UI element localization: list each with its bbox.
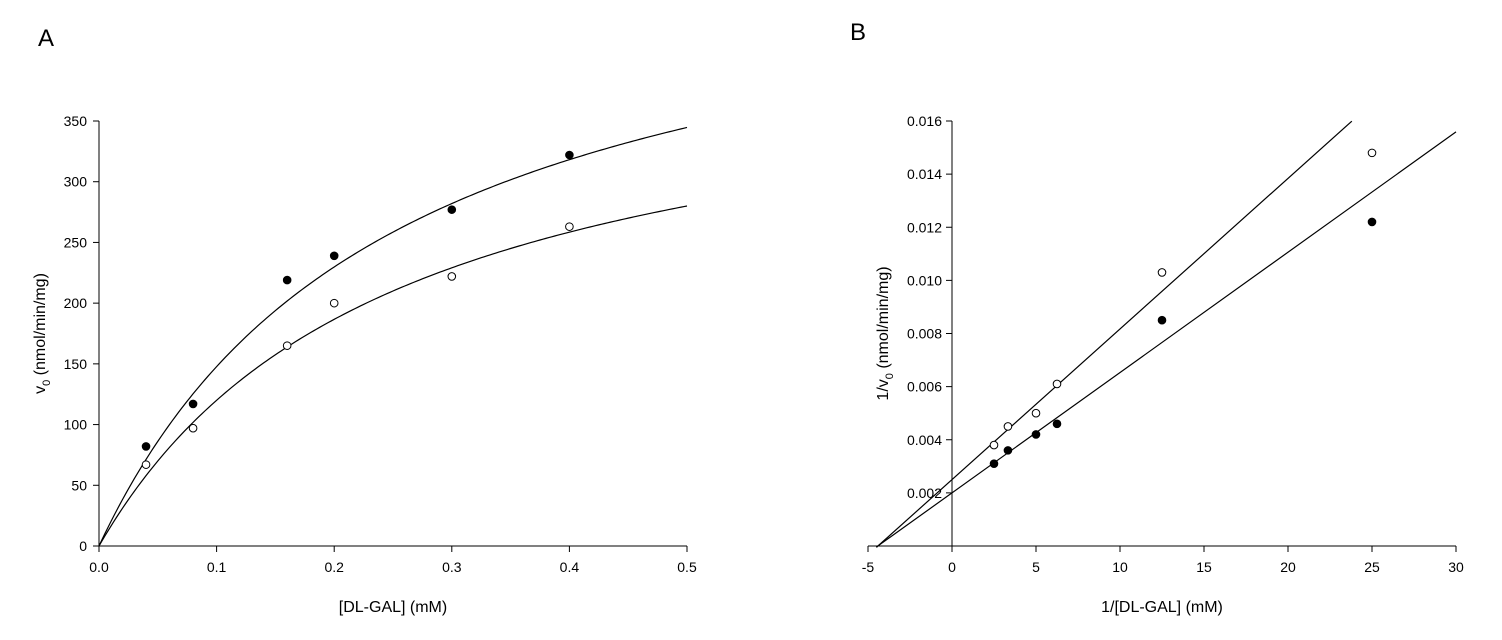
y-tick-label: 0.012 [907,219,942,235]
data-point-open [188,423,198,433]
fit-line-filled [876,131,1457,548]
data-point-open [989,440,999,450]
x-tick-label: 10 [1112,559,1128,575]
data-point-open [1003,422,1013,431]
x-tick-label: 0.3 [442,559,462,575]
data-point-open [447,272,457,281]
panel-A: A 0.0 0.1 0.2 0.3 0.4 0.5 0 50 100 150 200 250 300 350… [32,25,697,616]
y-tick-label: 150 [64,356,88,372]
y-tick-label: 100 [64,417,88,433]
data-point-open [282,341,292,350]
x-tick-label: 0.0 [89,559,109,575]
x-tick-label: 25 [1364,559,1380,575]
x-tick-label: 0.5 [677,559,697,575]
data-point-filled [329,251,339,261]
y-tick-label: 0.014 [907,166,942,182]
data-point-filled [1367,217,1377,227]
x-tick-label: 0.4 [560,559,580,575]
x-tick-label: -5 [862,559,875,575]
y-tick-label: 0.010 [907,272,942,288]
data-point-open [1031,408,1041,418]
panel-B: B-5 0 5 10 15 20 25 300.0020.0040.0060.0080.010… [850,19,1464,616]
data-point-filled [1003,446,1013,455]
y-tick-label: 0.016 [907,113,942,129]
data-point-open [565,222,574,231]
data-point-open [141,460,151,469]
data-point-open [329,298,339,308]
panel-label: A [38,25,54,52]
data-point-filled [141,442,151,451]
y-axis-label: 1/v0 (nmol/min/mg) [875,266,896,400]
y-tick-label: 300 [64,174,88,190]
y-tick-label: 350 [64,113,88,129]
data-point-filled [565,150,574,160]
x-axis-label: 1/[DL-GAL] (mM) [1101,599,1223,616]
x-tick-label: 15 [1196,559,1212,575]
x-axis-label: [DL-GAL] (mM) [339,599,447,616]
fit-line-filled [98,126,688,547]
y-tick-label: 250 [64,234,88,250]
data-point-open [1367,148,1377,158]
x-tick-label: 5 [1032,559,1040,575]
data-point-filled [188,399,198,409]
fit-line-open [875,120,1353,548]
data-point-open [1052,379,1062,389]
data-point-filled [1052,419,1062,429]
y-axis-label: v0 (nmol/min/mg) [32,273,53,394]
data-point-filled [1157,315,1167,325]
y-tick-label: 200 [64,295,88,311]
y-tick-label: 0.004 [907,432,942,448]
fit-line-open [98,205,688,547]
x-tick-label: 30 [1448,559,1464,575]
y-tick-label: 0.008 [907,326,942,342]
y-tick-label: 50 [71,477,87,493]
x-tick-label: 0 [948,559,956,575]
x-tick-label: 0.1 [207,559,227,575]
panel-label: B [850,19,866,46]
y-tick-label: 0.006 [907,379,942,395]
data-point-filled [989,459,999,468]
data-point-filled [447,205,457,214]
x-tick-label: 0.2 [324,559,344,575]
x-tick-label: 20 [1280,559,1296,575]
data-point-filled [1031,430,1041,439]
data-point-filled [282,275,292,285]
y-tick-label: 0 [79,538,87,554]
data-point-open [1157,268,1167,277]
